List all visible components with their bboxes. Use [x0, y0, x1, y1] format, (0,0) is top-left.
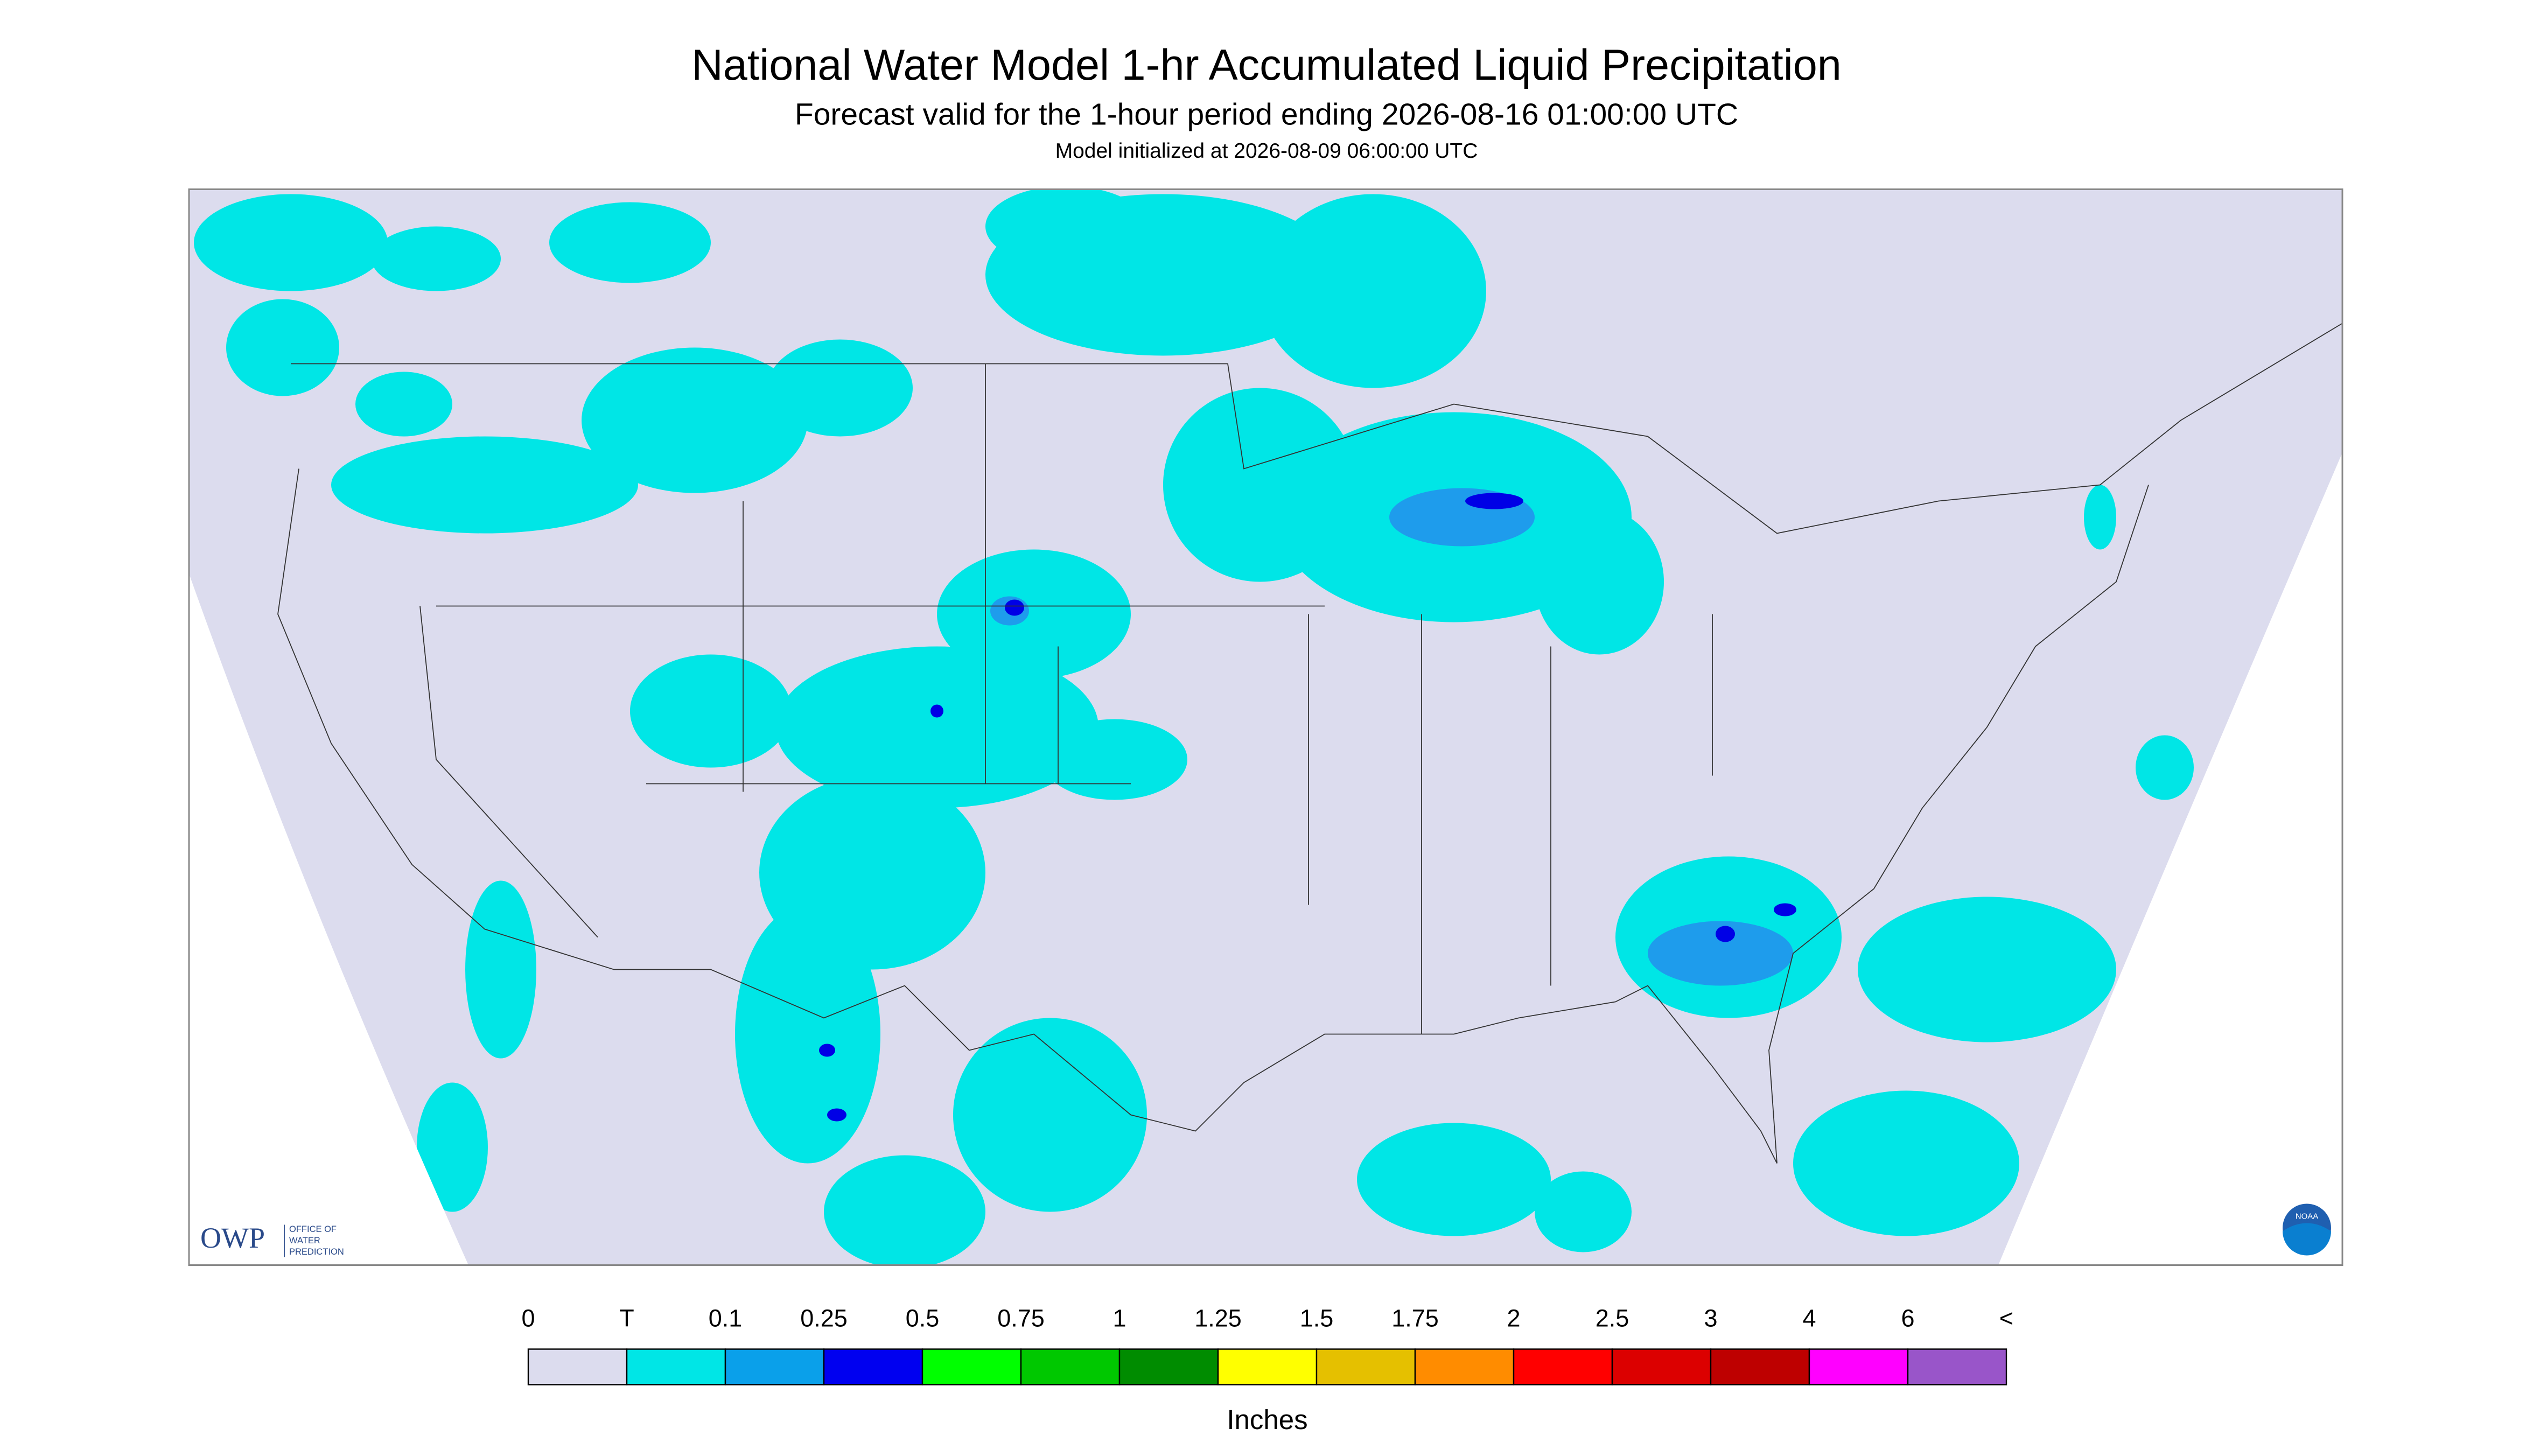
- legend-label: 3: [1704, 1304, 1717, 1332]
- legend-label: 2: [1507, 1304, 1520, 1332]
- legend-label: 0: [521, 1304, 535, 1332]
- legend-label: 1: [1112, 1304, 1126, 1332]
- legend-swatch: [1513, 1348, 1613, 1385]
- legend-label: 4: [1802, 1304, 1816, 1332]
- init-note: Model initialized at 2026-08-09 06:00:00…: [1055, 139, 1478, 163]
- map: OWP OFFICE OF WATER PREDICTION NOAA: [188, 188, 2343, 1266]
- owp-logo-caption: PREDICTION: [289, 1247, 344, 1257]
- legend-label: 1.25: [1194, 1304, 1242, 1332]
- title: National Water Model 1-hr Accumulated Li…: [691, 41, 1842, 89]
- noaa-logo-text: NOAA: [2296, 1212, 2319, 1221]
- legend-swatch: [1907, 1348, 2007, 1385]
- owp-logo-caption: OFFICE OF: [289, 1224, 337, 1234]
- legend-swatch: [1020, 1348, 1121, 1385]
- legend-label: 6: [1901, 1304, 1914, 1332]
- legend: 0 T 0.1 0.25 0.5 0.75 1 1.25 1.5 1.75 2 2.5 3 4 6 < Inch…: [521, 1304, 2013, 1435]
- legend-label: 0.1: [709, 1304, 743, 1332]
- owp-logo: OWP OFFICE OF WATER PREDICTION: [200, 1222, 344, 1257]
- legend-swatch: [1316, 1348, 1416, 1385]
- legend-swatch: [823, 1348, 923, 1385]
- legend-swatch: [626, 1348, 726, 1385]
- map-frame: [188, 188, 2343, 1266]
- legend-swatch: [724, 1348, 825, 1385]
- subtitle: Forecast valid for the 1-hour period end…: [795, 97, 1738, 132]
- legend-swatch: [1414, 1348, 1515, 1385]
- legend-swatch: [1217, 1348, 1318, 1385]
- owp-logo-caption: WATER: [289, 1236, 320, 1245]
- legend-unit: Inches: [1227, 1404, 1307, 1435]
- legend-label: 0.5: [906, 1304, 940, 1332]
- legend-swatch: [1118, 1348, 1219, 1385]
- legend-label: 1.75: [1391, 1304, 1439, 1332]
- boundaries: [277, 323, 2342, 1164]
- legend-swatch: [527, 1348, 628, 1385]
- legend-label: 2.5: [1596, 1304, 1629, 1332]
- projection-edge: [1998, 189, 2342, 1265]
- map-background: [189, 189, 2342, 1265]
- legend-label: 0.75: [997, 1304, 1045, 1332]
- legend-label: <: [1999, 1304, 2013, 1332]
- legend-swatch: [921, 1348, 1022, 1385]
- legend-label: T: [619, 1304, 634, 1332]
- legend-swatch: [1611, 1348, 1712, 1385]
- noaa-logo: NOAA: [2283, 1203, 2331, 1256]
- legend-swatch: [1808, 1348, 1909, 1385]
- owp-logo-text: OWP: [200, 1222, 265, 1254]
- legend-label: 1.5: [1300, 1304, 1334, 1332]
- legend-label: 0.25: [800, 1304, 848, 1332]
- legend-swatch: [1710, 1348, 1810, 1385]
- projection-edge: [189, 189, 468, 1265]
